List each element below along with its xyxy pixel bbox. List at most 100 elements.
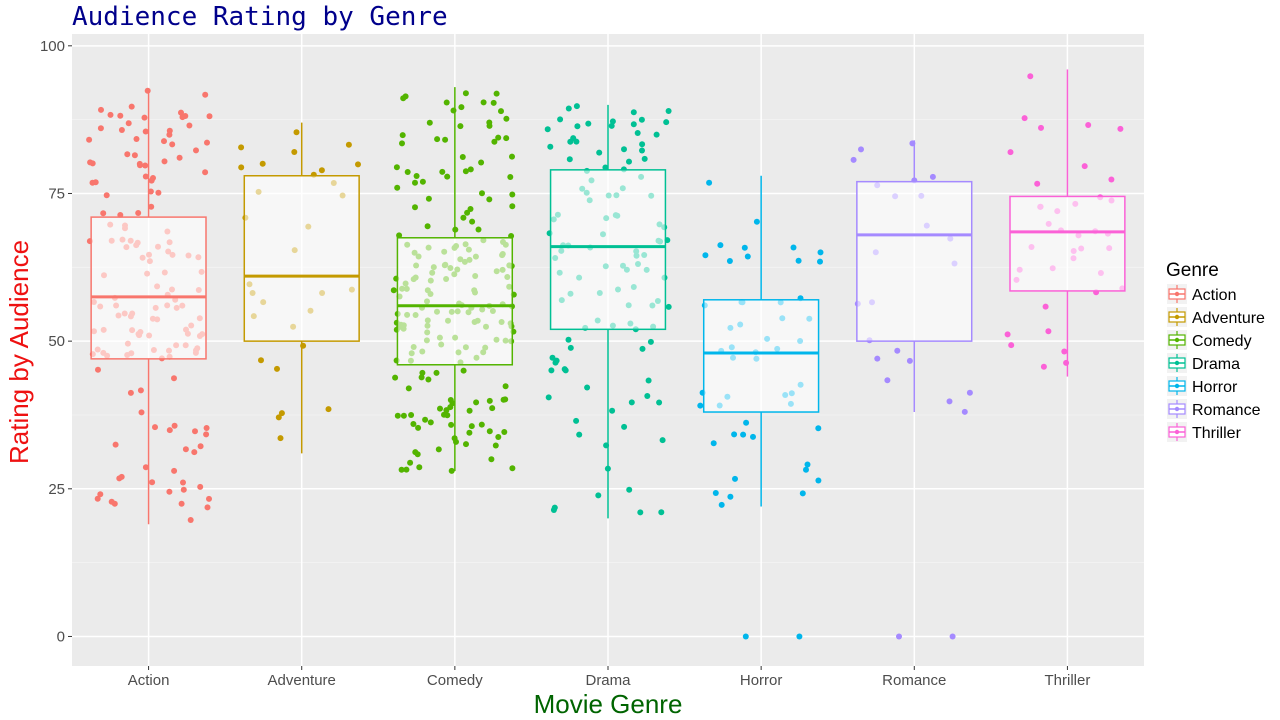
data-point [89,160,96,167]
data-point [426,119,433,126]
data-point [488,456,495,463]
data-point [584,384,591,391]
legend-key-comedy [1167,330,1187,350]
data-point [468,423,475,430]
data-point [418,374,425,381]
data-point [141,114,148,121]
data-point [576,431,583,438]
x-tick-label: Comedy [427,672,483,689]
data-point [108,498,115,505]
data-point [202,169,209,176]
data-point [503,135,510,142]
data-point [609,407,616,414]
data-point [415,424,422,431]
boxes [90,69,1126,525]
data-point [656,399,663,406]
data-point [393,164,400,171]
data-point [732,475,738,482]
data-point [166,427,173,434]
legend-key-horror [1167,376,1187,396]
legend-key-action [1167,284,1187,304]
x-tick-label: Thriller [1045,672,1091,689]
data-point [128,103,135,110]
data-point [565,105,572,112]
data-point [1108,176,1115,183]
data-point [663,119,670,126]
data-point [103,192,110,199]
legend-key-adventure [1167,307,1187,327]
data-point [427,419,434,426]
data-point [628,399,635,406]
data-point [566,156,573,163]
data-point [182,446,189,453]
data-point [142,128,149,135]
data-point [171,375,177,382]
data-point [441,411,447,418]
data-point [1040,363,1047,370]
data-point [407,459,414,466]
data-point [1027,73,1034,80]
data-point [731,431,738,438]
data-point [422,416,429,423]
data-point [790,244,797,251]
data-point [573,138,580,145]
data-point [550,507,557,513]
data-point [743,419,750,426]
data-point [697,402,704,409]
data-point [180,486,187,493]
data-point [473,399,480,406]
data-point [469,218,476,225]
y-axis-label: Rating by Audience [4,240,34,464]
data-point [480,99,487,106]
y-axis: 0 25 50 75 100 [40,38,72,645]
data-point [906,357,913,364]
data-point [493,90,500,97]
data-point [503,115,510,122]
data-point [435,446,442,453]
x-tick-label: Adventure [268,672,336,689]
data-point [206,495,212,502]
data-point [144,87,151,94]
legend-title: Genre [1166,260,1219,281]
legend-key-thriller [1167,422,1187,442]
box-romance [856,180,973,342]
data-point [492,442,499,449]
data-point [400,95,407,102]
data-point [502,383,509,390]
data-point [552,359,559,366]
data-point [639,141,646,148]
data-point [398,466,405,473]
data-point [318,167,325,174]
data-point [131,152,138,159]
data-point [495,134,502,141]
data-point [161,138,167,145]
data-point [718,501,725,508]
data-point [573,417,580,424]
data-point [717,242,724,249]
data-point [658,509,665,516]
box-thriller [1009,195,1126,292]
legend-dot [1174,429,1180,435]
legend-label: Action [1192,287,1236,304]
data-point [399,132,406,139]
data-point [961,408,968,415]
x-tick-label: Romance [882,672,946,689]
data-point [509,153,515,160]
data-point [444,173,451,180]
chart-title: Audience Rating by Genre [72,2,448,32]
data-point [135,210,142,216]
data-point [116,475,123,482]
data-point [204,139,210,146]
data-point [712,490,719,496]
data-point [408,412,415,418]
data-point [486,196,493,203]
outlier-point [796,633,803,640]
data-point [392,374,399,381]
data-point [133,136,140,142]
data-point [626,158,632,165]
data-point [929,173,936,180]
data-point [491,138,498,145]
legend-label: Comedy [1192,333,1252,350]
data-point [404,169,411,175]
